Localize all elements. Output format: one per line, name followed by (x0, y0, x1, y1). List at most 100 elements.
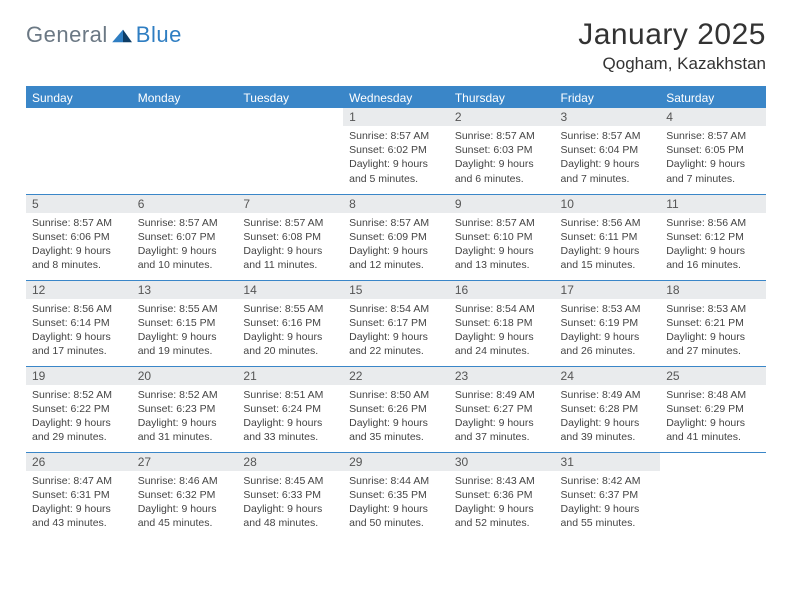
calendar-cell: 13Sunrise: 8:55 AMSunset: 6:15 PMDayligh… (132, 280, 238, 366)
sunset-line: Sunset: 6:02 PM (349, 143, 443, 157)
day-details: Sunrise: 8:47 AMSunset: 6:31 PMDaylight:… (26, 471, 132, 535)
day-details: Sunrise: 8:57 AMSunset: 6:06 PMDaylight:… (26, 213, 132, 277)
day-details: Sunrise: 8:57 AMSunset: 6:09 PMDaylight:… (343, 213, 449, 277)
day-details: Sunrise: 8:42 AMSunset: 6:37 PMDaylight:… (555, 471, 661, 535)
weekday-header: Saturday (660, 88, 766, 108)
sunrise-line: Sunrise: 8:43 AM (455, 474, 549, 488)
day-details: Sunrise: 8:48 AMSunset: 6:29 PMDaylight:… (660, 385, 766, 449)
day-number: 5 (26, 195, 132, 213)
weekday-header: Monday (132, 88, 238, 108)
day-details: Sunrise: 8:57 AMSunset: 6:08 PMDaylight:… (237, 213, 343, 277)
calendar-cell: 14Sunrise: 8:55 AMSunset: 6:16 PMDayligh… (237, 280, 343, 366)
calendar-cell (660, 452, 766, 538)
day-number: 14 (237, 281, 343, 299)
day-number: 9 (449, 195, 555, 213)
day-number: 12 (26, 281, 132, 299)
sunset-line: Sunset: 6:32 PM (138, 488, 232, 502)
sunset-line: Sunset: 6:23 PM (138, 402, 232, 416)
day-details: Sunrise: 8:53 AMSunset: 6:21 PMDaylight:… (660, 299, 766, 363)
sunrise-line: Sunrise: 8:57 AM (32, 216, 126, 230)
sunset-line: Sunset: 6:29 PM (666, 402, 760, 416)
sunset-line: Sunset: 6:08 PM (243, 230, 337, 244)
sunrise-line: Sunrise: 8:57 AM (243, 216, 337, 230)
sunrise-line: Sunrise: 8:44 AM (349, 474, 443, 488)
day-details: Sunrise: 8:49 AMSunset: 6:27 PMDaylight:… (449, 385, 555, 449)
day-details: Sunrise: 8:54 AMSunset: 6:17 PMDaylight:… (343, 299, 449, 363)
sunset-line: Sunset: 6:36 PM (455, 488, 549, 502)
daylight-line: Daylight: 9 hours and 33 minutes. (243, 416, 337, 444)
calendar-table: Sunday Monday Tuesday Wednesday Thursday… (26, 88, 766, 538)
sunrise-line: Sunrise: 8:56 AM (561, 216, 655, 230)
sunset-line: Sunset: 6:05 PM (666, 143, 760, 157)
daylight-line: Daylight: 9 hours and 26 minutes. (561, 330, 655, 358)
day-number: 23 (449, 367, 555, 385)
calendar-cell: 18Sunrise: 8:53 AMSunset: 6:21 PMDayligh… (660, 280, 766, 366)
sunset-line: Sunset: 6:07 PM (138, 230, 232, 244)
sunset-line: Sunset: 6:04 PM (561, 143, 655, 157)
weekday-header: Thursday (449, 88, 555, 108)
day-details: Sunrise: 8:57 AMSunset: 6:03 PMDaylight:… (449, 126, 555, 190)
daylight-line: Daylight: 9 hours and 43 minutes. (32, 502, 126, 530)
calendar-cell: 8Sunrise: 8:57 AMSunset: 6:09 PMDaylight… (343, 194, 449, 280)
daylight-line: Daylight: 9 hours and 7 minutes. (561, 157, 655, 185)
day-details: Sunrise: 8:55 AMSunset: 6:15 PMDaylight:… (132, 299, 238, 363)
sunset-line: Sunset: 6:31 PM (32, 488, 126, 502)
day-number: 13 (132, 281, 238, 299)
day-number: 16 (449, 281, 555, 299)
sunset-line: Sunset: 6:17 PM (349, 316, 443, 330)
sunrise-line: Sunrise: 8:52 AM (138, 388, 232, 402)
sunset-line: Sunset: 6:12 PM (666, 230, 760, 244)
sunrise-line: Sunrise: 8:57 AM (349, 129, 443, 143)
daylight-line: Daylight: 9 hours and 35 minutes. (349, 416, 443, 444)
sunset-line: Sunset: 6:22 PM (32, 402, 126, 416)
day-details: Sunrise: 8:55 AMSunset: 6:16 PMDaylight:… (237, 299, 343, 363)
brand-mark-icon (112, 26, 134, 44)
calendar-cell: 6Sunrise: 8:57 AMSunset: 6:07 PMDaylight… (132, 194, 238, 280)
calendar-cell: 21Sunrise: 8:51 AMSunset: 6:24 PMDayligh… (237, 366, 343, 452)
calendar-cell: 10Sunrise: 8:56 AMSunset: 6:11 PMDayligh… (555, 194, 661, 280)
calendar-cell: 26Sunrise: 8:47 AMSunset: 6:31 PMDayligh… (26, 452, 132, 538)
day-details: Sunrise: 8:49 AMSunset: 6:28 PMDaylight:… (555, 385, 661, 449)
calendar-cell: 20Sunrise: 8:52 AMSunset: 6:23 PMDayligh… (132, 366, 238, 452)
calendar-row: 5Sunrise: 8:57 AMSunset: 6:06 PMDaylight… (26, 194, 766, 280)
daylight-line: Daylight: 9 hours and 17 minutes. (32, 330, 126, 358)
sunset-line: Sunset: 6:09 PM (349, 230, 443, 244)
sunrise-line: Sunrise: 8:57 AM (455, 129, 549, 143)
sunrise-line: Sunrise: 8:57 AM (666, 129, 760, 143)
sunset-line: Sunset: 6:33 PM (243, 488, 337, 502)
calendar-cell: 9Sunrise: 8:57 AMSunset: 6:10 PMDaylight… (449, 194, 555, 280)
day-details: Sunrise: 8:43 AMSunset: 6:36 PMDaylight:… (449, 471, 555, 535)
day-details: Sunrise: 8:53 AMSunset: 6:19 PMDaylight:… (555, 299, 661, 363)
day-details: Sunrise: 8:57 AMSunset: 6:04 PMDaylight:… (555, 126, 661, 190)
sunrise-line: Sunrise: 8:52 AM (32, 388, 126, 402)
day-number: 28 (237, 453, 343, 471)
calendar-row: 1Sunrise: 8:57 AMSunset: 6:02 PMDaylight… (26, 108, 766, 194)
sunset-line: Sunset: 6:26 PM (349, 402, 443, 416)
sunset-line: Sunset: 6:21 PM (666, 316, 760, 330)
daylight-line: Daylight: 9 hours and 37 minutes. (455, 416, 549, 444)
sunset-line: Sunset: 6:03 PM (455, 143, 549, 157)
sunrise-line: Sunrise: 8:54 AM (455, 302, 549, 316)
sunset-line: Sunset: 6:37 PM (561, 488, 655, 502)
day-details: Sunrise: 8:56 AMSunset: 6:11 PMDaylight:… (555, 213, 661, 277)
brand-word2: Blue (136, 22, 182, 48)
calendar-cell (237, 108, 343, 194)
day-details: Sunrise: 8:57 AMSunset: 6:02 PMDaylight:… (343, 126, 449, 190)
daylight-line: Daylight: 9 hours and 15 minutes. (561, 244, 655, 272)
calendar-cell: 27Sunrise: 8:46 AMSunset: 6:32 PMDayligh… (132, 452, 238, 538)
month-title: January 2025 (578, 18, 766, 52)
day-number: 8 (343, 195, 449, 213)
day-number: 24 (555, 367, 661, 385)
calendar-cell: 2Sunrise: 8:57 AMSunset: 6:03 PMDaylight… (449, 108, 555, 194)
daylight-line: Daylight: 9 hours and 41 minutes. (666, 416, 760, 444)
sunrise-line: Sunrise: 8:57 AM (138, 216, 232, 230)
calendar-cell: 29Sunrise: 8:44 AMSunset: 6:35 PMDayligh… (343, 452, 449, 538)
title-block: January 2025 Qogham, Kazakhstan (578, 18, 766, 74)
sunset-line: Sunset: 6:15 PM (138, 316, 232, 330)
weekday-header: Tuesday (237, 88, 343, 108)
sunrise-line: Sunrise: 8:54 AM (349, 302, 443, 316)
calendar-cell (26, 108, 132, 194)
header: General Blue January 2025 Qogham, Kazakh… (26, 18, 766, 74)
calendar-cell: 25Sunrise: 8:48 AMSunset: 6:29 PMDayligh… (660, 366, 766, 452)
calendar-row: 12Sunrise: 8:56 AMSunset: 6:14 PMDayligh… (26, 280, 766, 366)
